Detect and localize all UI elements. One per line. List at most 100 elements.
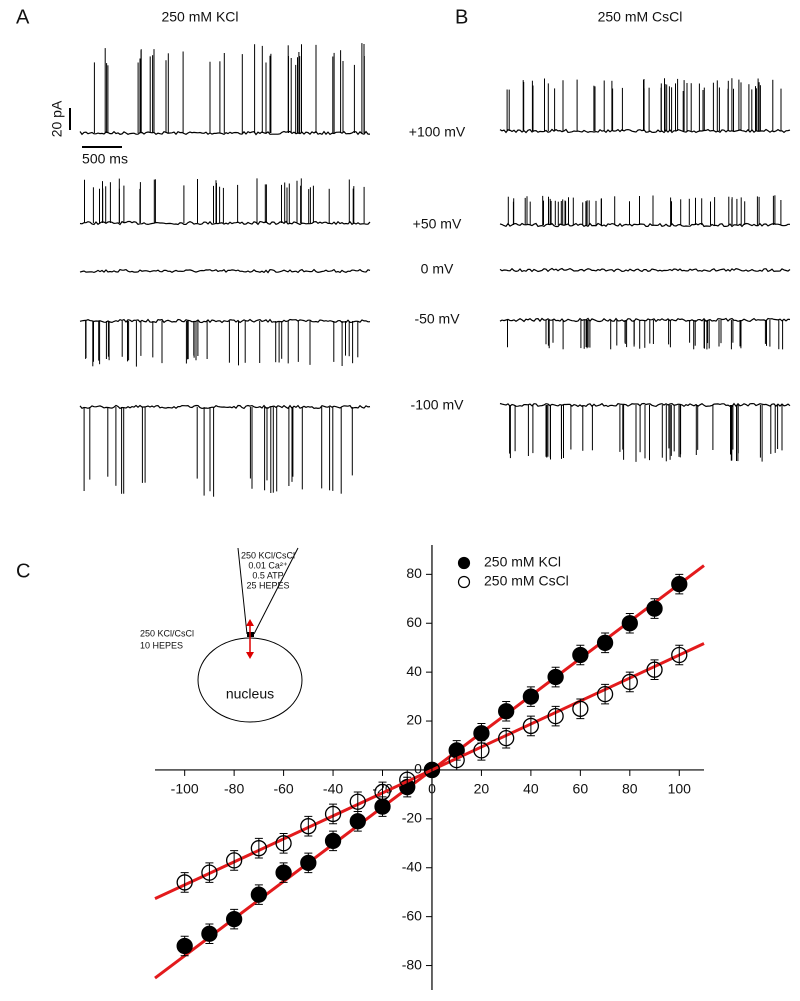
error-bar [650,659,659,680]
point [498,730,515,747]
panel-label: A [16,6,30,28]
error-bar [329,803,338,825]
point [473,725,490,742]
point [225,910,243,928]
error-bar [353,791,362,813]
trace [499,402,791,408]
point [522,688,540,705]
x-tick-label: -100 [171,781,199,797]
inset-text: 10 HEPES [140,640,183,650]
y-tick-label: 60 [406,614,422,630]
inset-text: 0.01 Ca²⁺ [248,560,288,570]
point [300,854,317,872]
legend-marker [457,556,471,570]
point [324,805,342,823]
plot: -100 -80 -60 -40 -20 0 20 40 60 80 100-80-60-40-20… [154,545,705,990]
y-tick-label: 40 [406,663,422,679]
error-bar [180,872,189,893]
panel-label: B [455,6,468,28]
y-tick-label: 80 [406,565,422,581]
point [201,925,218,942]
x-tick-label: 20 [474,781,490,797]
error-bar [304,815,313,837]
point [572,700,589,717]
pipette [237,547,248,635]
inset-text: 25 HEPES [246,580,289,590]
inset-text: 250 KCl/CsCl [140,628,194,638]
point [547,708,564,725]
point [275,835,292,852]
point [399,771,416,788]
trace [499,267,791,273]
fit-line [154,642,705,901]
error-bar [254,837,263,859]
y-tick-label: -40 [402,858,422,874]
traces [79,43,791,497]
trace [499,128,791,134]
error-bar [675,644,684,666]
point [448,752,465,769]
error-bar [279,833,288,854]
voltage-label: -100 mV [411,397,465,413]
voltage-label: +50 mV [413,216,462,232]
y-tick-label: -60 [402,907,422,923]
error-bar [205,862,214,883]
error-bar [551,705,560,727]
x-tick-label: -60 [273,781,293,797]
y-tick-label: -80 [402,956,422,972]
panel-label: C [16,560,30,582]
x-tick-label: -40 [323,781,343,797]
y-tick-label: 20 [406,712,422,728]
x-tick-label: -80 [224,781,244,797]
point [646,661,663,678]
inset-text: nucleus [226,686,274,702]
y-tick-label: -20 [402,810,422,826]
panel-title: 250 mM KCl [161,9,238,25]
point [646,600,663,617]
point [572,646,589,664]
point [176,937,193,955]
point [374,783,391,801]
trace [79,318,371,324]
point [201,864,218,881]
legend-label: 250 mM CsCl [484,573,569,589]
point [621,615,638,632]
point [671,646,688,664]
point [250,886,268,903]
point [275,864,292,881]
point [349,793,366,810]
point [423,761,441,779]
pipette [253,547,299,635]
error-bar [477,740,486,761]
point [300,818,317,835]
error-bar [378,781,387,803]
error-bar [452,749,461,771]
error-bar [230,850,239,871]
x-tick-label: 40 [523,781,539,797]
x-tick-label: 100 [668,781,692,797]
point [324,832,342,850]
legend-label: 250 mM KCl [484,554,561,570]
point [596,634,614,651]
point [522,717,540,735]
x-tick-label: 80 [622,781,638,797]
voltage-label: +100 mV [409,124,466,140]
error-bar [576,698,585,720]
point [349,813,366,830]
trace [79,220,371,226]
trace [79,404,371,410]
error-bar [625,671,634,693]
y-tick-label: 0 [414,761,422,777]
error-bar [502,727,511,749]
inset-text: 0.5 ATP [252,570,283,580]
point [671,575,688,593]
error-bar [526,715,535,737]
legend-marker [457,575,471,589]
point [225,852,243,869]
trace [79,268,371,274]
point [621,673,638,691]
x-tick-label: 60 [573,781,589,797]
point [596,685,614,703]
x-tick-label: 0 [428,781,436,797]
